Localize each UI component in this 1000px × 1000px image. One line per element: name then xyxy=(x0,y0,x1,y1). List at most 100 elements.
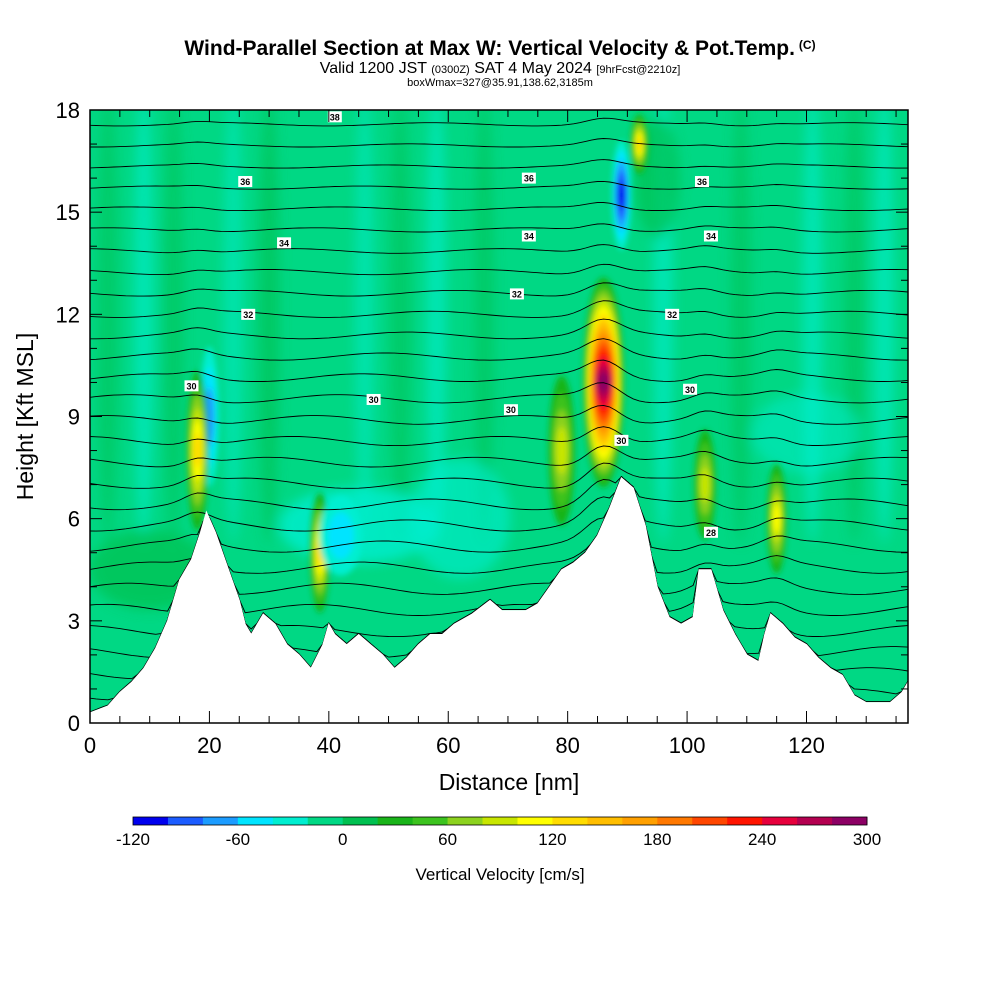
theta-contour-label: 34 xyxy=(277,237,292,249)
theta-contour-line xyxy=(90,244,908,254)
contour-label-bg xyxy=(703,230,718,242)
contour-label-bg xyxy=(238,176,253,188)
colorbar-swatch xyxy=(272,817,309,825)
theta-contour-label: 36 xyxy=(238,176,253,188)
theta-contour-line xyxy=(90,359,908,382)
texture-streak xyxy=(474,110,495,545)
theta-contour-line xyxy=(90,202,908,212)
texture-streak xyxy=(844,110,865,545)
contour-label-bg xyxy=(683,383,698,395)
forecast-info: [9hrFcst@2210z] xyxy=(596,64,681,76)
texture-patch xyxy=(410,458,511,579)
contour-label-bg xyxy=(521,172,536,184)
colorbar-swatch xyxy=(412,817,449,825)
colorbar-swatch xyxy=(832,817,868,825)
theta-contour-label: 30 xyxy=(184,380,199,392)
contour-label-bg xyxy=(366,393,381,405)
colorbar-swatch xyxy=(482,817,518,825)
x-tick-label: 40 xyxy=(317,733,341,758)
contour-label-text: 36 xyxy=(240,177,250,187)
contour-label-text: 28 xyxy=(706,528,716,538)
theta-contour-line xyxy=(90,445,908,468)
texture-streak xyxy=(802,110,823,545)
title-text: Wind-Parallel Section at Max W: Vertical… xyxy=(184,37,795,60)
texture-streak xyxy=(354,110,375,545)
x-tick-label: 80 xyxy=(555,733,579,758)
y-tick-label: 6 xyxy=(68,507,80,532)
theta-contour-line xyxy=(90,404,908,425)
valid-date: SAT 4 May 2024 xyxy=(474,60,592,77)
colorbar-swatch xyxy=(237,817,274,825)
colorbar-tick-label: -60 xyxy=(226,830,251,849)
theta-contour-line xyxy=(90,476,908,532)
w-level xyxy=(193,433,202,469)
theta-contour-line xyxy=(90,223,908,233)
y-tick-label: 3 xyxy=(68,609,80,634)
colorbar-swatch xyxy=(447,817,484,825)
y-axis-title: Height [Kft MSL] xyxy=(12,333,38,500)
colorbar-swatch xyxy=(202,817,239,825)
contour-label-bg xyxy=(521,230,536,242)
texture-streak xyxy=(133,110,154,545)
theta-contour-label: 32 xyxy=(241,308,256,320)
colorbar-tick-label: 0 xyxy=(338,830,347,849)
contour-label-text: 30 xyxy=(506,405,516,415)
theta-contour-line xyxy=(90,138,908,148)
contour-label-bg xyxy=(509,288,524,300)
colorbar-tick-label: -120 xyxy=(116,830,150,849)
theta-contour-line xyxy=(90,338,908,361)
colorbar-tick-label: 120 xyxy=(538,830,566,849)
contour-label-bg xyxy=(703,526,718,538)
w-feature xyxy=(548,375,575,526)
colorbar-swatch xyxy=(377,817,414,825)
theta-contour-line xyxy=(90,462,908,489)
w-feature xyxy=(694,429,716,540)
valid-prefix: Valid 1200 JST xyxy=(319,60,427,77)
x-tick-label: 0 xyxy=(84,733,96,758)
colorbar-swatch xyxy=(657,817,693,825)
texture-streak xyxy=(259,110,280,545)
contour-label-text: 30 xyxy=(616,436,626,446)
w-feature xyxy=(611,140,632,251)
theta-contour-label: 32 xyxy=(509,288,524,300)
contour-label-text: 30 xyxy=(369,395,379,405)
w-feature xyxy=(767,463,787,574)
x-tick-label: 60 xyxy=(436,733,460,758)
contour-label-text: 34 xyxy=(524,232,534,242)
theta-contour-label: 28 xyxy=(703,526,718,538)
colorbar-swatch xyxy=(307,817,344,825)
theta-contour-label: 32 xyxy=(665,308,680,320)
colorbar-frame xyxy=(132,816,868,826)
contour-label-text: 32 xyxy=(667,310,677,320)
contour-label-text: 30 xyxy=(685,385,695,395)
y-tick-label: 12 xyxy=(56,302,80,327)
y-tick-label: 18 xyxy=(56,98,80,123)
theta-contour-line xyxy=(90,426,908,447)
theta-contour-label: 30 xyxy=(614,434,629,446)
theta-contour-label: 30 xyxy=(503,404,518,416)
contour-label-text: 32 xyxy=(512,289,522,299)
colorbar-swatch xyxy=(587,817,623,825)
valid-utc: (0300Z) xyxy=(431,64,470,76)
x-axis-title: Distance [nm] xyxy=(439,769,580,795)
w-level xyxy=(555,426,568,475)
contour-label-text: 30 xyxy=(186,381,196,391)
theta-contour-line xyxy=(90,382,908,404)
theta-contour-label: 34 xyxy=(521,230,536,242)
theta-contour-label: 30 xyxy=(683,383,698,395)
colorbar-title: Vertical Velocity [cm/s] xyxy=(415,865,584,884)
theta-contour-line xyxy=(90,117,908,127)
theta-contour-line xyxy=(90,318,908,340)
theta-contour-line xyxy=(90,180,908,190)
theta-contour-line xyxy=(90,263,908,276)
contour-label-bg xyxy=(327,111,342,123)
chart-title: Wind-Parallel Section at Max W: Vertical… xyxy=(0,37,1000,61)
colorbar-swatch xyxy=(622,817,658,825)
contour-label-bg xyxy=(277,237,292,249)
y-tick-label: 15 xyxy=(56,200,80,225)
y-tick-label: 0 xyxy=(68,711,80,736)
theta-contour-label: 36 xyxy=(695,176,710,188)
colorbar-swatch xyxy=(342,817,379,825)
